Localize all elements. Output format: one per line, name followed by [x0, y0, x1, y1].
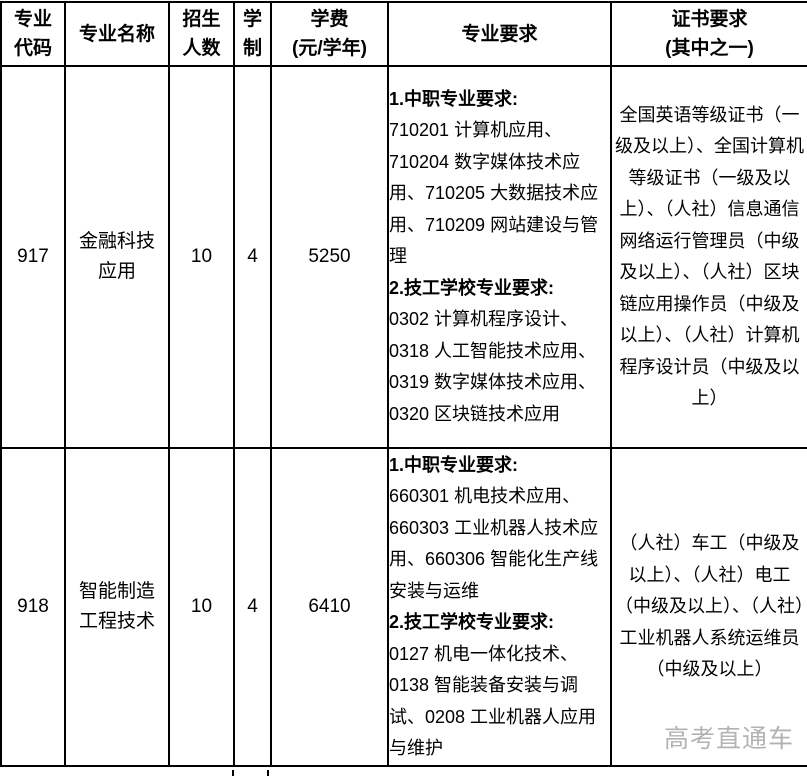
cell-major-name: 智能制造 工程技术: [64, 447, 170, 767]
cell-certificate-requirements: 全国英语等级证书（一级及以上）、全国计算机等级证书（一级及以上）、（人社）信息通…: [610, 65, 807, 449]
requirement-section-title: 1.中职专业要求:: [389, 454, 519, 475]
cell-major-requirements: 1.中职专业要求: 710201 计算机应用、710204 数字媒体技术应用、7…: [387, 65, 612, 449]
cell-duration: 4: [233, 447, 272, 767]
cell-certificate-requirements: （人社）车工（中级及以上）、（人社）电工（中级及以上）、（人社）工业机器人系统运…: [610, 447, 807, 767]
cell-tuition: 5250: [270, 65, 389, 449]
cell-tuition: 6410: [270, 447, 389, 767]
cell-major-code: 918: [0, 447, 66, 767]
cell-enrollment: 10: [168, 447, 235, 767]
header-row: 专业 代码 专业名称 招生 人数 学 制 学费 (元/学年) 专业要求 证书要求…: [0, 1, 807, 67]
watermark: 高考直通车: [663, 725, 794, 753]
cutoff-row-border-right: [267, 770, 269, 776]
requirement-section-body: 710201 计算机应用、710204 数字媒体技术应用、710205 大数据技…: [389, 120, 599, 267]
cell-major-requirements: 1.中职专业要求: 660301 机电技术应用、660303 工业机器人技术应用…: [387, 447, 612, 767]
table-row-918: 918 智能制造 工程技术 10 4 6410 1.中职专业要求: 660301…: [0, 447, 807, 767]
requirement-section-body: 660301 机电技术应用、660303 工业机器人技术应用、660306 智能…: [389, 486, 599, 601]
cell-duration: 4: [233, 65, 272, 449]
requirement-section-title: 1.中职专业要求:: [389, 88, 519, 109]
requirement-section-title: 2.技工学校专业要求:: [389, 612, 555, 632]
cell-major-name: 金融科技 应用: [64, 65, 170, 449]
cutoff-row-border-left: [232, 770, 234, 776]
requirement-section-body: 0302 计算机程序设计、0318 人工智能技术应用、0319 数字媒体技术应用…: [389, 309, 597, 424]
cell-major-code: 917: [0, 65, 66, 449]
col-header-tuition: 学费 (元/学年): [270, 1, 389, 67]
col-header-major-code: 专业 代码: [0, 1, 66, 67]
col-header-certificate-requirements: 证书要求 (其中之一): [610, 1, 807, 67]
col-header-enrollment: 招生 人数: [168, 1, 235, 67]
col-header-major-name: 专业名称: [64, 1, 170, 67]
requirement-section-title: 2.技工学校专业要求:: [389, 277, 555, 298]
requirement-section-body: 0127 机电一体化技术、0138 智能装备安装与调试、0208 工业机器人应用…: [389, 643, 597, 759]
cell-enrollment: 10: [168, 65, 235, 449]
table-row-917: 917 金融科技 应用 10 4 5250 1.中职专业要求: 710201 计…: [0, 65, 807, 449]
col-header-duration: 学 制: [233, 1, 272, 67]
col-header-major-requirements: 专业要求: [387, 1, 612, 67]
